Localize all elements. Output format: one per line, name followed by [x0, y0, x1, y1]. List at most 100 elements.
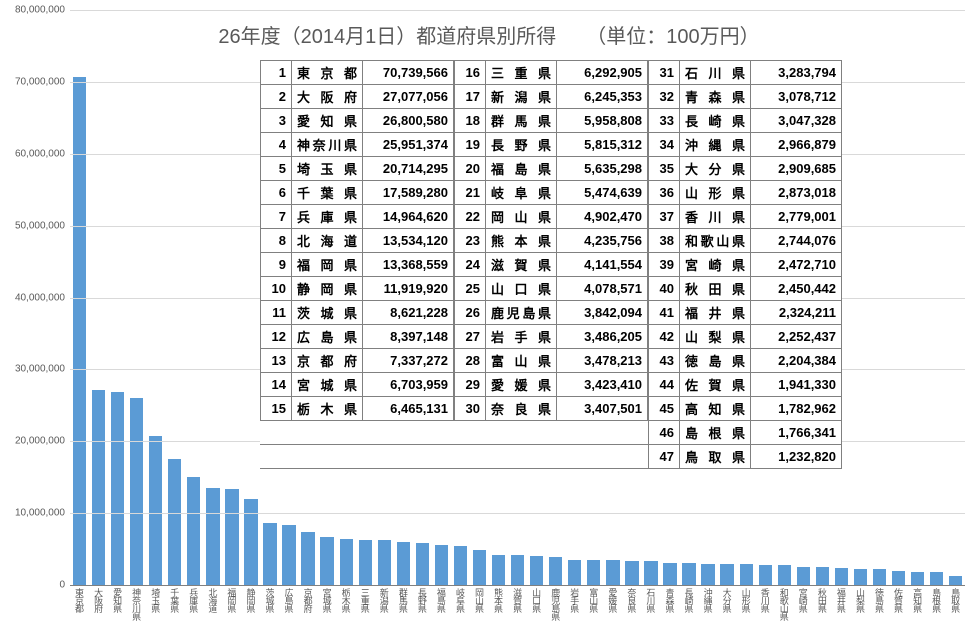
table-row-empty: [261, 421, 454, 445]
table-row: 20福 島 県5,635,298: [455, 157, 648, 181]
bar: [473, 550, 486, 585]
table-row: 19長 野 県5,815,312: [455, 133, 648, 157]
x-axis-label: 宮城県: [321, 585, 334, 612]
value-cell: 4,078,571: [557, 277, 648, 301]
prefecture-cell: 群 馬 県: [486, 109, 557, 133]
prefecture-cell: 長 野 県: [486, 133, 557, 157]
table-row: 47鳥 取 県1,232,820: [649, 445, 842, 469]
value-cell: 2,779,001: [751, 205, 842, 229]
x-axis-label: 東京都: [73, 585, 86, 612]
rank-cell: 25: [455, 277, 486, 301]
rank-cell: 3: [261, 109, 292, 133]
y-axis-label: 40,000,000: [0, 292, 65, 303]
prefecture-cell: 熊 本 県: [486, 229, 557, 253]
value-cell: 1,232,820: [751, 445, 842, 469]
prefecture-cell: 愛 媛 県: [486, 373, 557, 397]
rank-cell: 2: [261, 85, 292, 109]
prefecture-cell: 香 川 県: [680, 205, 751, 229]
rank-cell: 30: [455, 397, 486, 421]
rank-cell: 33: [649, 109, 680, 133]
table-row: 39宮 崎 県2,472,710: [649, 253, 842, 277]
table-row: 30奈 良 県3,407,501: [455, 397, 648, 421]
gridline: [70, 10, 965, 11]
value-cell: 2,450,442: [751, 277, 842, 301]
value-cell: 2,324,211: [751, 301, 842, 325]
prefecture-cell: 山 形 県: [680, 181, 751, 205]
x-axis-label: 三重県: [359, 585, 372, 612]
bar: [511, 555, 524, 585]
rank-cell: 40: [649, 277, 680, 301]
value-cell: 4,902,470: [557, 205, 648, 229]
prefecture-cell: 石 川 県: [680, 61, 751, 85]
x-axis-label: 石川県: [644, 585, 657, 612]
prefecture-cell: 新 潟 県: [486, 85, 557, 109]
table-row: 9福 岡 県13,368,559: [261, 253, 454, 277]
bar: [930, 572, 943, 585]
rank-cell: 15: [261, 397, 292, 421]
prefecture-cell: 東 京 都: [292, 61, 363, 85]
rank-cell: 42: [649, 325, 680, 349]
prefecture-cell: 福 島 県: [486, 157, 557, 181]
x-axis-label: 秋田県: [816, 585, 829, 612]
x-axis-label: 和歌山県: [778, 585, 791, 620]
value-cell: 26,800,580: [363, 109, 454, 133]
bar: [263, 523, 276, 585]
table-row: 16三 重 県6,292,905: [455, 61, 648, 85]
prefecture-cell: 愛 知 県: [292, 109, 363, 133]
prefecture-cell: 徳 島 県: [680, 349, 751, 373]
table-row: 22岡 山 県4,902,470: [455, 205, 648, 229]
prefecture-cell: 高 知 県: [680, 397, 751, 421]
table-row-empty: [455, 421, 648, 445]
rank-cell: 28: [455, 349, 486, 373]
value-cell: 1,766,341: [751, 421, 842, 445]
rank-cell: 21: [455, 181, 486, 205]
value-cell: 70,739,566: [363, 61, 454, 85]
bar: [778, 565, 791, 585]
value-cell: 5,474,639: [557, 181, 648, 205]
x-axis-label: 福岡県: [225, 585, 238, 612]
value-cell: 13,368,559: [363, 253, 454, 277]
bar: [301, 532, 314, 585]
table-row: 5埼 玉 県20,714,295: [261, 157, 454, 181]
rank-cell: 43: [649, 349, 680, 373]
prefecture-cell: 三 重 県: [486, 61, 557, 85]
bar: [701, 564, 714, 585]
prefecture-cell: 岡 山 県: [486, 205, 557, 229]
x-axis-label: 兵庫県: [187, 585, 200, 612]
bar: [587, 560, 600, 585]
value-cell: 11,919,920: [363, 277, 454, 301]
x-axis-label: 埼玉県: [149, 585, 162, 612]
y-axis-label: 50,000,000: [0, 220, 65, 231]
rank-cell: 16: [455, 61, 486, 85]
x-axis-label: 奈良県: [625, 585, 638, 612]
table-row: 8北 海 道13,534,120: [261, 229, 454, 253]
value-cell: 4,235,756: [557, 229, 648, 253]
prefecture-cell: 静 岡 県: [292, 277, 363, 301]
table-row: 41福 井 県2,324,211: [649, 301, 842, 325]
prefecture-cell: 島 根 県: [680, 421, 751, 445]
value-cell: 4,141,554: [557, 253, 648, 277]
value-cell: 5,635,298: [557, 157, 648, 181]
prefecture-cell: 埼 玉 県: [292, 157, 363, 181]
prefecture-cell: 茨 城 県: [292, 301, 363, 325]
value-cell: 2,252,437: [751, 325, 842, 349]
rank-cell: 6: [261, 181, 292, 205]
bar: [492, 555, 505, 585]
prefecture-cell: 長 崎 県: [680, 109, 751, 133]
x-axis-label: 山梨県: [854, 585, 867, 612]
table-row: 32青 森 県3,078,712: [649, 85, 842, 109]
value-cell: 7,337,272: [363, 349, 454, 373]
value-cell: 2,744,076: [751, 229, 842, 253]
value-cell: 3,047,328: [751, 109, 842, 133]
prefecture-cell: 福 岡 県: [292, 253, 363, 277]
rank-cell: 17: [455, 85, 486, 109]
value-cell: 14,964,620: [363, 205, 454, 229]
value-cell: 8,397,148: [363, 325, 454, 349]
table-row: 7兵 庫 県14,964,620: [261, 205, 454, 229]
y-axis-label: 70,000,000: [0, 76, 65, 87]
data-table-column: 31石 川 県3,283,79432青 森 県3,078,71233長 崎 県3…: [648, 60, 842, 469]
rank-cell: 36: [649, 181, 680, 205]
bar: [720, 564, 733, 585]
value-cell: 20,714,295: [363, 157, 454, 181]
rank-cell: 34: [649, 133, 680, 157]
